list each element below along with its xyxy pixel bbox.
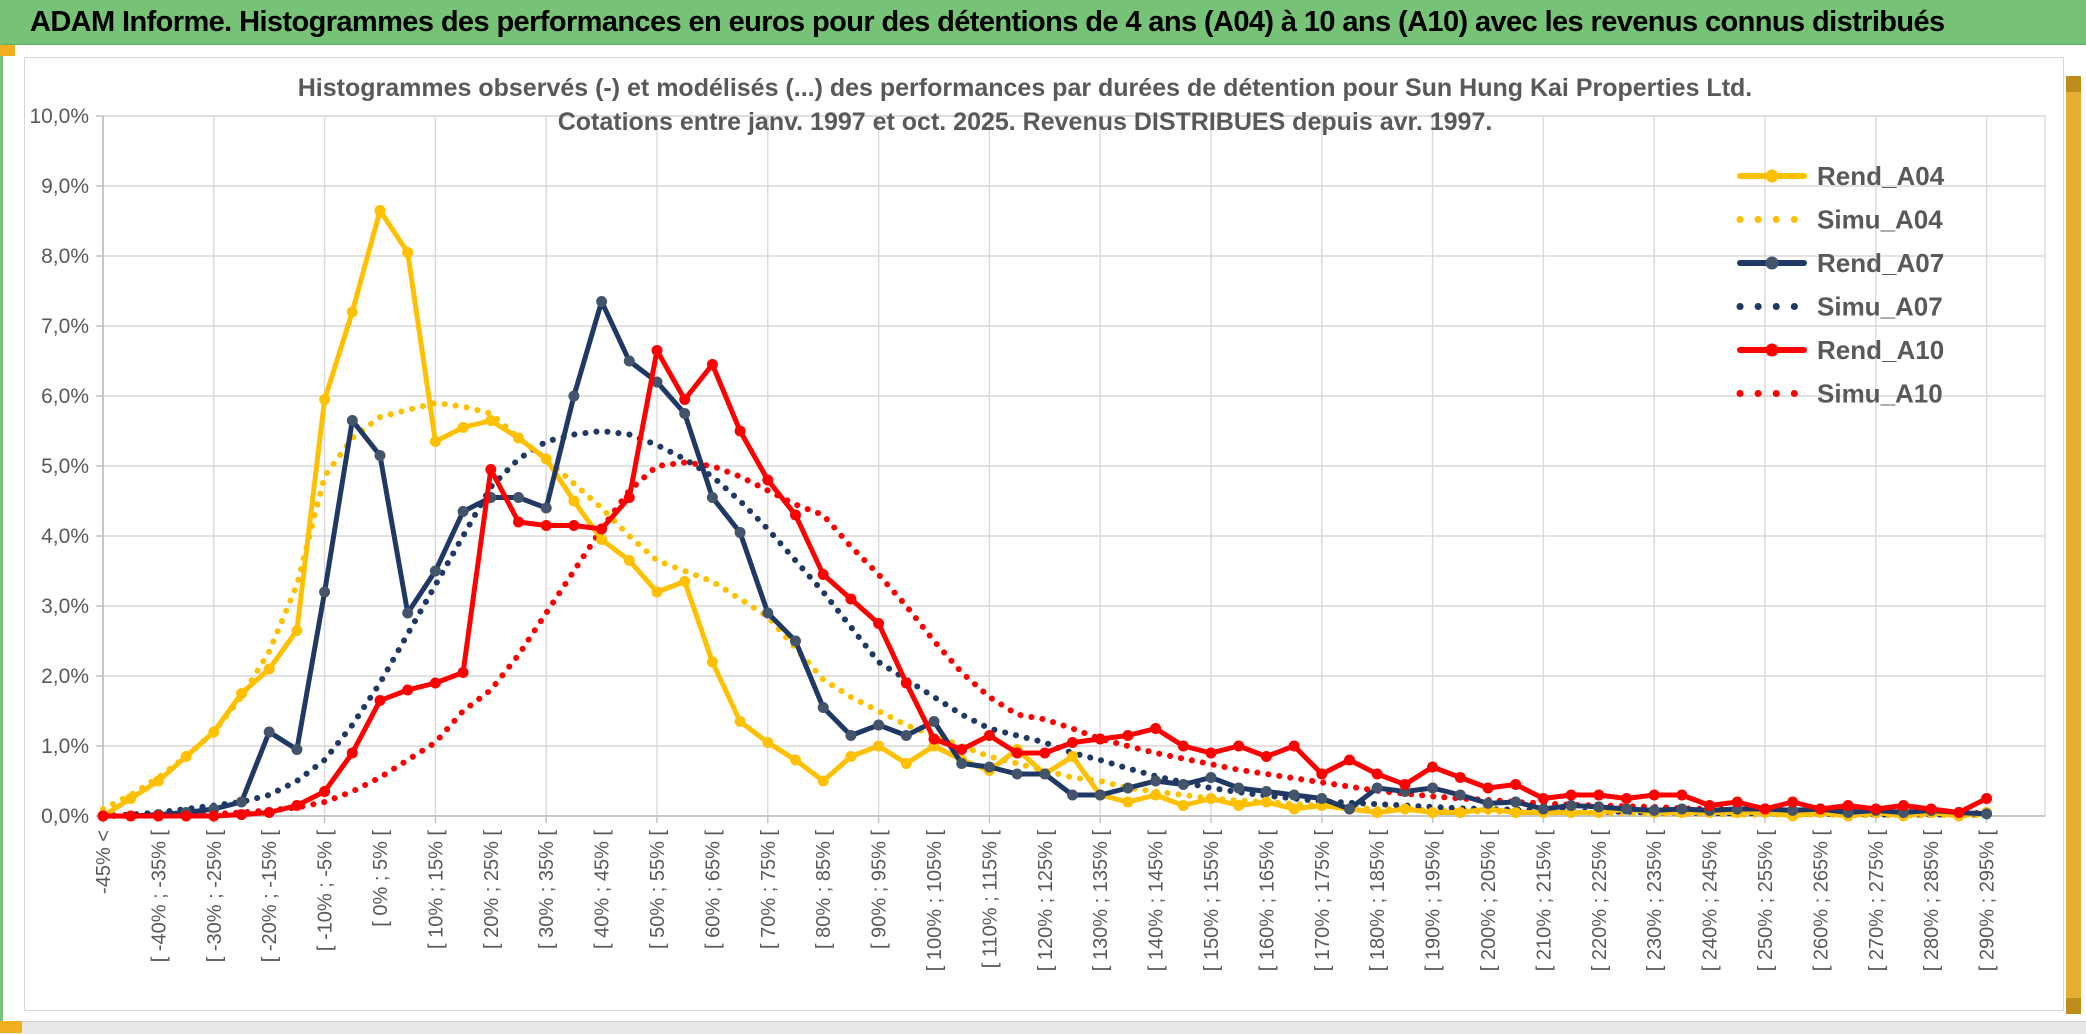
y-axis-label: 6,0% — [41, 385, 89, 408]
right-strip-cap-bottom — [2066, 998, 2081, 1014]
x-axis-label: [ 100% ; 105% [ — [924, 830, 946, 972]
x-axis-label: [ 160% ; 165% [ — [1256, 830, 1278, 972]
series-Rend_A10 — [97, 345, 1993, 822]
x-axis-label: [ 120% ; 125% [ — [1035, 830, 1057, 972]
page-title: ADAM Informe. Histogrammes des performan… — [30, 5, 1945, 38]
x-axis-label: [ 220% ; 225% [ — [1589, 830, 1611, 972]
x-axis-label: [ -10% ; -5% [ — [315, 830, 337, 952]
x-axis-label: [ 260% ; 265% [ — [1810, 830, 1832, 972]
legend-label: Rend_A07 — [1817, 248, 1944, 278]
legend-label: Rend_A10 — [1817, 335, 1944, 365]
x-axis-label: [ 40% ; 45% [ — [592, 830, 614, 949]
x-axis-label: [ 80% ; 85% [ — [813, 830, 835, 949]
x-axis-label: [ 250% ; 255% [ — [1755, 830, 1777, 972]
right-strip-cap-top — [2066, 76, 2081, 92]
chart-title-line1: Histogrammes observés (-) et modélisés (… — [298, 74, 1752, 102]
legend-item-Simu_A04[interactable]: Simu_A04 — [1736, 205, 1943, 235]
x-axis-label: [ 50% ; 55% [ — [647, 830, 669, 949]
legend-label: Simu_A04 — [1817, 205, 1943, 235]
legend-label: Rend_A04 — [1817, 161, 1945, 191]
bottom-status-strip — [0, 1021, 2086, 1034]
x-axis-label: [ -40% ; -35% [ — [148, 830, 170, 963]
x-axis-label: [ 290% ; 295% [ — [1977, 830, 1999, 972]
performance-histogram-chart: 10,0% 9,0% 8,0% 7,0% 6,0% 5,0% 4,0% 3,0% 2,0% 1,0… — [29, 74, 2046, 972]
x-axis-label: [ 280% ; 285% [ — [1921, 830, 1943, 972]
x-axis-label: [ 130% ; 135% [ — [1090, 830, 1112, 972]
chart-panel: 10,0% 9,0% 8,0% 7,0% 6,0% 5,0% 4,0% 3,0% 2,0% 1,0… — [24, 57, 2064, 1011]
y-axis-label: 4,0% — [41, 525, 89, 548]
x-axis-label: [ 110% ; 115% [ — [979, 830, 1001, 969]
x-axis-label: [ 210% ; 215% [ — [1533, 830, 1555, 972]
x-axis-labels: -45% < [ -40% ; -35% [ [ -30% ; -25% [ [ -2… — [93, 830, 1999, 972]
legend-item-Rend_A07[interactable]: Rend_A07 — [1737, 248, 1944, 278]
x-axis-label: [ 180% ; 185% [ — [1367, 830, 1389, 972]
series-solid — [97, 205, 1993, 822]
x-axis-label: [ 150% ; 155% [ — [1201, 830, 1223, 972]
x-axis-label: [ 60% ; 65% [ — [702, 830, 724, 949]
legend: Rend_A04 Simu_A04 Rend_A07 Simu_A07 Rend_A10… — [1736, 161, 1945, 409]
legend-item-Simu_A07[interactable]: Simu_A07 — [1736, 292, 1943, 322]
gold-cell-accent-top-left — [0, 45, 15, 56]
y-axis-label: 0,0% — [41, 805, 89, 828]
x-axis-label: [ -20% ; -15% [ — [259, 830, 281, 963]
chart-title: Histogrammes observés (-) et modélisés (… — [298, 74, 1752, 136]
y-axis-label: 9,0% — [41, 175, 89, 198]
x-axis-label: [ -30% ; -25% [ — [204, 830, 226, 963]
x-axis-label: [ 20% ; 25% [ — [481, 830, 503, 949]
gold-cell-accent-bottom-left — [0, 1021, 22, 1033]
chart-title-line2: Cotations entre janv. 1997 et oct. 2025.… — [558, 108, 1493, 136]
series-Rend_A04 — [97, 205, 1993, 822]
y-axis-label: 10,0% — [29, 105, 89, 128]
series-Simu_A10 — [100, 459, 1990, 819]
x-axis-label: [ 10% ; 15% [ — [425, 830, 447, 949]
x-axis-label: [ 230% ; 235% [ — [1644, 830, 1666, 972]
x-axis-label: [ 0% ; 5% [ — [370, 830, 392, 927]
legend-item-Rend_A04[interactable]: Rend_A04 — [1737, 161, 1945, 191]
x-axis-label: -45% < — [93, 830, 115, 894]
legend-item-Simu_A10[interactable]: Simu_A10 — [1736, 379, 1943, 409]
y-axis-label: 8,0% — [41, 245, 89, 268]
x-axis-label: [ 270% ; 275% [ — [1866, 830, 1888, 972]
legend-item-Rend_A10[interactable]: Rend_A10 — [1737, 335, 1944, 365]
x-axis-label: [ 90% ; 95% [ — [869, 830, 891, 949]
x-axis-label: [ 30% ; 35% [ — [536, 830, 558, 949]
y-axis-label: 5,0% — [41, 455, 89, 478]
y-axis-label: 3,0% — [41, 595, 89, 618]
series-Rend_A07 — [97, 296, 1993, 822]
x-axis-label: [ 200% ; 205% [ — [1478, 830, 1500, 972]
y-axis-label: 2,0% — [41, 665, 89, 688]
y-axis-label: 7,0% — [41, 315, 89, 338]
x-axis-label: [ 70% ; 75% [ — [758, 830, 780, 949]
legend-label: Simu_A10 — [1817, 379, 1943, 409]
x-axis-label: [ 240% ; 245% [ — [1700, 830, 1722, 972]
x-axis-label: [ 170% ; 175% [ — [1312, 830, 1334, 972]
y-axis-labels: 10,0% 9,0% 8,0% 7,0% 6,0% 5,0% 4,0% 3,0% 2,0% 1,0… — [29, 105, 89, 828]
legend-label: Simu_A07 — [1817, 292, 1943, 322]
x-axis-label: [ 140% ; 145% [ — [1146, 830, 1168, 972]
title-bar: ADAM Informe. Histogrammes des performan… — [0, 0, 2086, 45]
left-edge-accent — [0, 0, 3, 1033]
x-axis-label: [ 190% ; 195% [ — [1423, 830, 1445, 972]
right-gold-strip — [2066, 76, 2081, 1014]
y-axis-label: 1,0% — [41, 735, 89, 758]
